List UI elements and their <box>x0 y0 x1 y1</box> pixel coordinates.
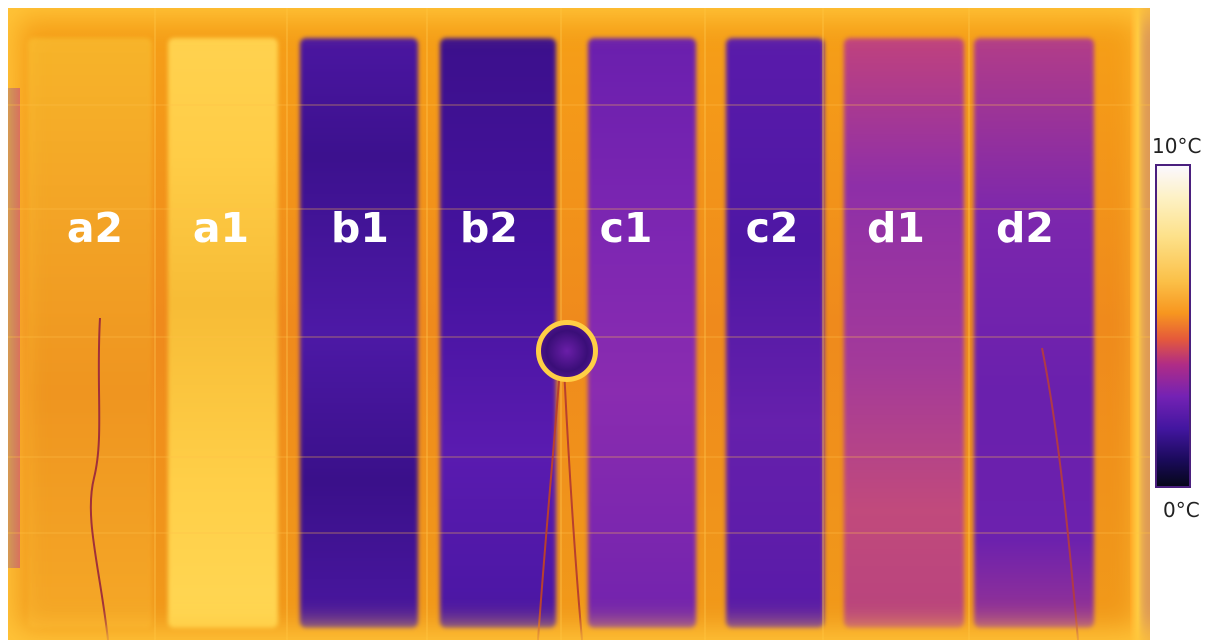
mosaic-seam <box>968 8 970 640</box>
label-d1: d1 <box>867 204 925 252</box>
label-d2: d2 <box>996 204 1054 252</box>
mosaic-seam <box>426 8 428 640</box>
left-edge-strip <box>8 88 20 568</box>
panel-d1-region <box>844 38 964 628</box>
mosaic-seam <box>8 104 1150 106</box>
color-scale-bar <box>1155 164 1191 488</box>
cables-overlay <box>89 317 1079 640</box>
mosaic-seam <box>704 8 706 640</box>
label-b1: b1 <box>331 204 389 252</box>
cable-center-right <box>563 367 583 640</box>
mosaic-seam <box>154 8 156 640</box>
scale-max-label: 10°C <box>1152 134 1202 158</box>
scale-min-label: 0°C <box>1163 498 1200 522</box>
mosaic-seam <box>822 8 824 640</box>
mosaic-seam <box>8 456 1150 458</box>
panel-c2-region <box>726 38 824 628</box>
label-c1: c1 <box>599 204 653 252</box>
panel-a2-region <box>28 38 152 628</box>
cable-center-left <box>537 367 561 640</box>
sensor-disc <box>536 320 598 382</box>
mosaic-seam <box>8 532 1150 534</box>
mosaic-seam <box>286 8 288 640</box>
panel-b2-region <box>440 38 556 628</box>
panel-d2-region <box>974 38 1094 628</box>
label-a2: a2 <box>66 204 124 252</box>
panel-a1-region <box>168 38 278 628</box>
panel-c1-region <box>588 38 696 628</box>
cable-a2 <box>89 317 109 640</box>
label-a1: a1 <box>192 204 250 252</box>
cable-d2 <box>1041 347 1079 640</box>
right-edge-strip <box>1130 8 1150 640</box>
panel-b1-region <box>300 38 418 628</box>
thermal-image <box>8 8 1150 640</box>
mosaic-seam <box>8 208 1150 210</box>
label-c2: c2 <box>745 204 799 252</box>
label-b2: b2 <box>460 204 518 252</box>
